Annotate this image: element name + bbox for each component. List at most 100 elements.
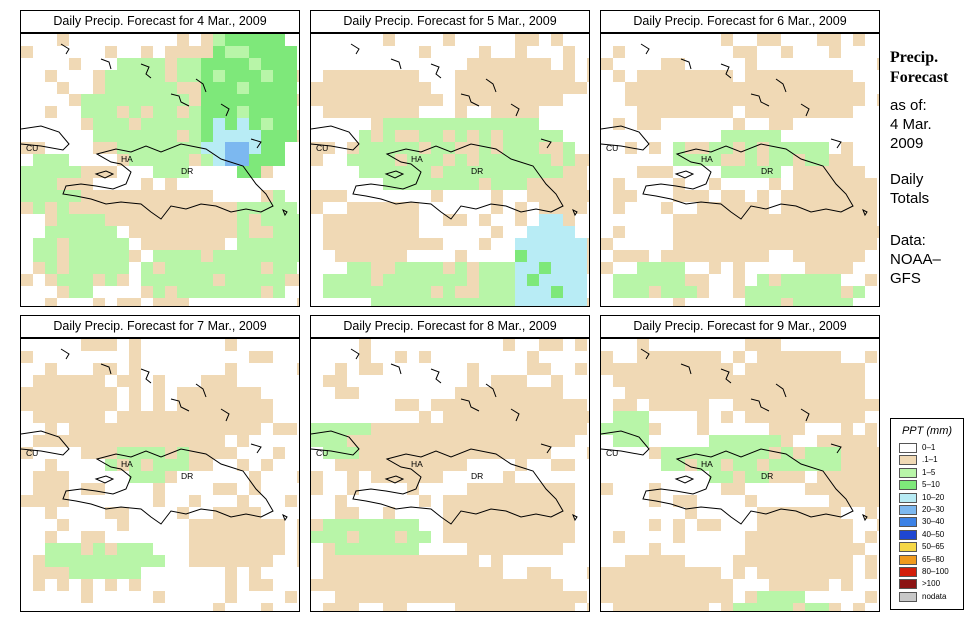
coastline [720,368,732,384]
precip-cell [781,375,793,387]
precip-cell [661,375,673,387]
precip-cell [527,262,539,274]
precip-cell [613,591,625,603]
precip-cell [467,142,479,154]
precip-cell [841,555,853,567]
precip-cell [237,154,249,166]
precip-cell [93,298,105,306]
precip-cell [273,214,285,226]
coastline [750,398,770,412]
precip-cell [347,555,359,567]
legend-label: 1–5 [922,467,936,477]
precip-cell [733,226,745,238]
precip-cell [129,387,141,399]
precip-cell [371,579,383,591]
coastline [642,448,854,525]
precip-cell [273,531,285,543]
precip-cell [165,435,177,447]
precip-cell [625,387,637,399]
precip-cell [117,555,129,567]
precip-cell [829,411,841,423]
precip-cell [539,495,551,507]
precip-cell [745,70,757,82]
precip-cell [649,603,661,611]
precip-cell [781,519,793,531]
precip-cell [551,262,563,274]
precip-cell [383,459,395,471]
precip-cell [515,298,527,306]
precip-cell [649,70,661,82]
precip-cell [141,106,153,118]
precip-cell [793,286,805,298]
precip-cell [347,82,359,94]
precip-cell [539,286,551,298]
precip-cell [371,202,383,214]
precip-cell [575,166,587,178]
precip-cell [371,274,383,286]
precip-cell [261,579,273,591]
precip-cell [153,399,165,411]
precip-cell [117,118,129,130]
precip-cell [189,250,201,262]
precip-cell [69,214,81,226]
coastline [601,125,650,151]
precip-cell [273,70,285,82]
legend-item: 0–1 [899,443,961,454]
precip-cell [661,70,673,82]
precip-cell [419,351,431,363]
precip-cell [793,154,805,166]
precip-cell [769,339,781,351]
legend-item: 80–100 [899,567,961,578]
precip-cell [491,298,503,306]
precip-cell [273,423,285,435]
precip-cell [853,375,865,387]
precip-cell [479,298,491,306]
precip-cell [81,543,93,555]
precip-cell [455,166,467,178]
precip-cell [853,387,865,399]
precip-cell [841,423,853,435]
precip-cell [153,483,165,495]
precip-cell [709,82,721,94]
precip-cell [407,142,419,154]
precip-cell [503,483,515,495]
precip-cell [225,399,237,411]
precip-cell [491,387,503,399]
precip-cell [323,579,335,591]
precip-cell [491,483,503,495]
precip-cell [395,298,407,306]
precip-cell [105,435,117,447]
precip-cell [503,435,515,447]
precip-cell [515,34,527,46]
precip-cell [709,375,721,387]
precip-cell [419,555,431,567]
precip-cell [177,423,189,435]
precip-cell [33,567,45,579]
precip-cell [709,435,721,447]
precip-cell [371,226,383,238]
precip-cell [637,274,649,286]
precip-cell [129,130,141,142]
precip-cell [613,603,625,611]
precip-cell [709,351,721,363]
precip-cell [407,519,419,531]
precip-cell [431,190,443,202]
precip-cell [539,603,551,611]
panel-title: Daily Precip. Forecast for 4 Mar., 2009 [20,10,300,33]
precip-cell [757,106,769,118]
precip-cell [697,399,709,411]
precip-cell [769,178,781,190]
precip-cell [225,375,237,387]
precip-cell [637,82,649,94]
precip-cell [347,226,359,238]
precip-cell [189,46,201,58]
precip-cell [685,363,697,375]
precip-cell [371,286,383,298]
precip-cell [661,202,673,214]
precip-cell [431,94,443,106]
precip-cell [769,519,781,531]
precip-cell [829,154,841,166]
precip-cell [69,411,81,423]
precip-cell [817,531,829,543]
precip-cell [249,142,261,154]
